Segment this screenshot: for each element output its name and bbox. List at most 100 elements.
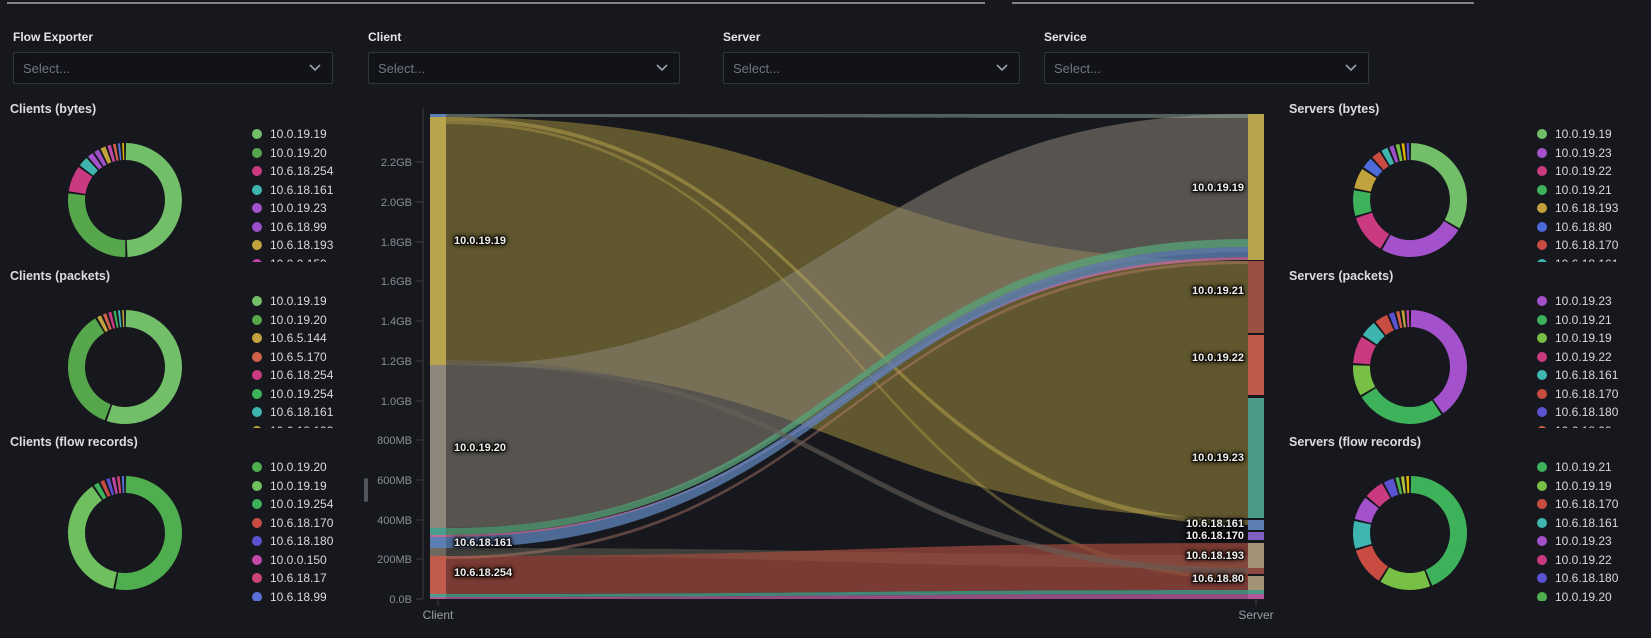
legend-item[interactable]: 10.6.18.17 (252, 569, 333, 588)
legend-item[interactable]: 10.0.0.150 (252, 255, 333, 263)
legend-item[interactable]: 10.0.19.20 (1537, 588, 1618, 602)
legend-label: 10.6.18.180 (270, 534, 333, 548)
legend-item[interactable]: 10.0.19.254 (252, 385, 333, 404)
legend-item[interactable]: 10.6.18.161 (1537, 366, 1618, 385)
donut-slice (1388, 487, 1396, 490)
legend-item[interactable]: 10.0.19.19 (1537, 477, 1618, 496)
sankey-node (1248, 594, 1264, 599)
legend-item[interactable]: 10.6.18.193 (1537, 199, 1618, 218)
legend-item[interactable]: 10.0.19.19 (1537, 329, 1618, 348)
legend-item[interactable]: 10.6.18.161 (1537, 255, 1618, 263)
legend-item[interactable]: 10.6.18.170 (1537, 236, 1618, 255)
legend-color-dot (252, 296, 262, 306)
legend-item[interactable]: 10.6.18.254 (252, 366, 333, 385)
select-placeholder: Select... (1045, 61, 1101, 76)
legend-label: 10.6.18.170 (1555, 497, 1618, 511)
legend-item[interactable]: 10.0.19.20 (252, 144, 333, 163)
legend-item[interactable]: 10.0.19.22 (1537, 162, 1618, 181)
legend-item[interactable]: 10.0.19.21 (1537, 458, 1618, 477)
legend-item[interactable]: 10.6.18.161 (252, 181, 333, 200)
legend-item[interactable]: 10.0.19.20 (252, 458, 333, 477)
legend-item[interactable]: 10.0.19.23 (1537, 532, 1618, 551)
legend-label: 10.0.19.254 (270, 387, 333, 401)
legend-item[interactable]: 10.0.19.23 (1537, 144, 1618, 163)
panel-title[interactable]: Servers (packets) (1289, 269, 1393, 283)
donut-chart (65, 307, 185, 427)
donut-chart (1350, 307, 1470, 427)
panel-title[interactable]: Clients (bytes) (10, 102, 96, 116)
legend-color-dot (1537, 592, 1547, 601)
legend-item[interactable]: 10.6.18.161 (1537, 514, 1618, 533)
legend-item[interactable]: 10.0.19.23 (1537, 292, 1618, 311)
client-select[interactable]: Select... (368, 52, 680, 84)
donut-slice (99, 157, 103, 159)
legend-item[interactable]: 10.0.19.19 (252, 125, 333, 144)
donut-slice (1398, 485, 1401, 486)
legend-item[interactable]: 10.6.5.144 (252, 329, 333, 348)
legend-label: 10.6.18.161 (1555, 368, 1618, 382)
service-select[interactable]: Select... (1044, 52, 1369, 84)
donut-svg (1350, 307, 1470, 427)
server-select[interactable]: Select... (723, 52, 1020, 84)
sankey-node (430, 114, 446, 117)
legend-item[interactable]: 10.6.18.193 (252, 236, 333, 255)
legend-item[interactable]: 10.0.19.21 (1537, 311, 1618, 330)
legend-color-dot (1537, 518, 1547, 528)
legend-item[interactable]: 10.6.18.170 (1537, 495, 1618, 514)
filter-flow-exporter: Flow Exporter Select... (13, 30, 333, 84)
sankey-node (1248, 114, 1264, 260)
legend-item[interactable]: 10.0.19.23 (252, 199, 333, 218)
donut-slice (104, 488, 107, 489)
panel-title[interactable]: Clients (packets) (10, 269, 110, 283)
legend-item[interactable]: 10.6.18.170 (252, 514, 333, 533)
legend-item[interactable]: 10.6.18.254 (252, 162, 333, 181)
legend-item[interactable]: 10.0.19.22 (1537, 348, 1618, 367)
top-divider-left (7, 2, 985, 4)
legend-label: 10.0.19.19 (270, 294, 327, 308)
legend-item[interactable]: 10.6.18.180 (1537, 403, 1618, 422)
panel-title[interactable]: Servers (bytes) (1289, 102, 1379, 116)
y-axis-tick-label: 1.4GB (381, 316, 412, 328)
legend-label: 10.6.5.170 (270, 350, 327, 364)
legend-item[interactable]: 10.0.19.254 (252, 495, 333, 514)
legend-item[interactable]: 10.6.18.99 (252, 588, 333, 602)
panel-title[interactable]: Servers (flow records) (1289, 435, 1421, 449)
legend-item[interactable]: 10.6.5.170 (252, 348, 333, 367)
panel-title[interactable]: Clients (flow records) (10, 435, 138, 449)
donut-chart (1350, 473, 1470, 593)
chevron-down-icon (309, 64, 321, 72)
donut-slice (1363, 174, 1370, 190)
legend-item[interactable]: 10.0.19.19 (252, 477, 333, 496)
legend-item[interactable]: 10.6.18.80 (1537, 218, 1618, 237)
legend-item[interactable]: 10.6.18.180 (252, 532, 333, 551)
donut-svg (1350, 473, 1470, 593)
legend-item[interactable]: 10.0.19.19 (1537, 125, 1618, 144)
legend-label: 10.6.18.161 (270, 405, 333, 419)
legend-item[interactable]: 10.6.18.180 (1537, 569, 1618, 588)
donut-slice (76, 493, 114, 580)
legend-item[interactable]: 10.6.18.99 (252, 218, 333, 237)
sankey-node (1248, 543, 1264, 568)
legend-item[interactable]: 10.0.19.20 (252, 311, 333, 330)
legend-item[interactable]: 10.6.18.170 (1537, 385, 1618, 404)
donut-chart (65, 140, 185, 260)
legend-item[interactable]: 10.6.18.161 (252, 403, 333, 422)
legend-item[interactable]: 10.0.19.19 (252, 292, 333, 311)
donut-slice (1398, 152, 1401, 153)
legend-label: 10.6.18.193 (270, 238, 333, 252)
legend-color-dot (252, 407, 262, 417)
legend-item[interactable]: 10.0.19.21 (1537, 181, 1618, 200)
legend-color-dot (252, 555, 262, 565)
legend-item[interactable]: 10.0.0.150 (252, 551, 333, 570)
legend-item[interactable]: 10.0.19.22 (1537, 551, 1618, 570)
legend-color-dot (252, 333, 262, 343)
scrollbar-thumb[interactable] (364, 478, 368, 502)
flow-exporter-select[interactable]: Select... (13, 52, 333, 84)
legend-color-dot (252, 203, 262, 213)
legend-label: 10.6.18.17 (270, 571, 327, 585)
donut-slice (1370, 329, 1379, 339)
